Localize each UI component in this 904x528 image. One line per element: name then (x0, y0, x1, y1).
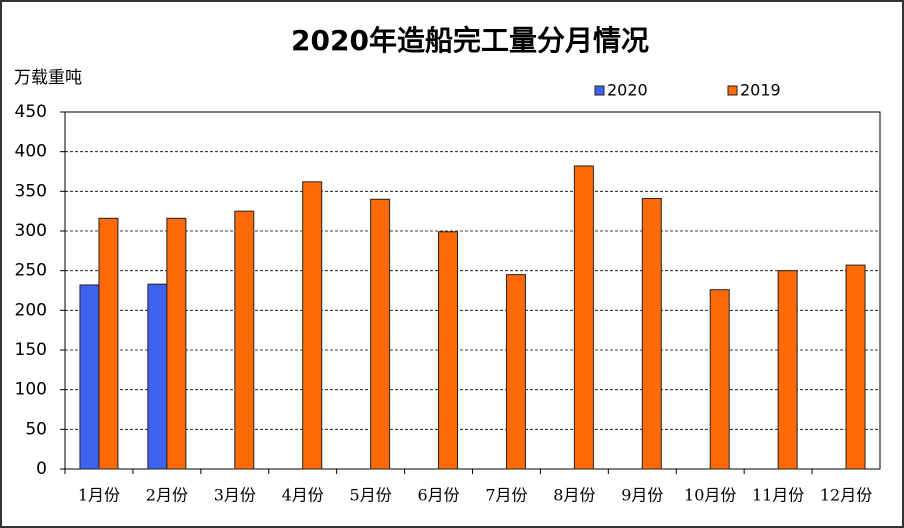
x-tick-label: 7月份 (485, 486, 527, 505)
bar (709, 289, 730, 470)
x-tick-label: 3月份 (214, 486, 256, 505)
bar (777, 270, 798, 470)
x-tick-label: 4月份 (282, 486, 324, 505)
bar (79, 284, 100, 470)
bar (98, 217, 119, 470)
x-tick-label: 5月份 (350, 486, 392, 505)
x-tick-label: 11月份 (752, 486, 804, 505)
bar (147, 283, 168, 470)
y-axis-label: 万载重吨 (14, 68, 82, 88)
x-tick-label: 6月份 (417, 486, 459, 505)
legend-label: 2020 (607, 81, 648, 100)
y-tick-label: 450 (15, 102, 47, 122)
bar (438, 231, 459, 470)
bar (234, 210, 255, 470)
bar (166, 217, 187, 470)
bar (641, 197, 662, 470)
x-tick-label: 1月份 (78, 486, 120, 505)
x-tick-label: 12月份 (820, 486, 872, 505)
bar (370, 198, 391, 470)
x-tick-label: 2月份 (146, 486, 188, 505)
legend-swatch (594, 85, 605, 96)
bar (302, 181, 323, 470)
chart-title: 2020年造船完工量分月情况 (291, 24, 649, 57)
y-tick-label: 50 (25, 419, 47, 439)
y-tick-label: 400 (15, 142, 47, 162)
y-tick-label: 200 (15, 300, 47, 320)
x-tick-label: 8月份 (553, 486, 595, 505)
bar (573, 165, 594, 470)
legend-swatch (727, 85, 738, 96)
x-tick-label: 9月份 (621, 486, 663, 505)
legend-label: 2019 (740, 81, 781, 100)
x-tick-label: 10月份 (684, 486, 736, 505)
y-tick-label: 150 (15, 340, 47, 360)
bar (845, 264, 866, 470)
bar (505, 274, 526, 470)
y-tick-label: 100 (15, 380, 47, 400)
y-tick-label: 350 (15, 181, 47, 201)
y-tick-label: 0 (36, 459, 47, 479)
y-tick-label: 300 (15, 221, 47, 241)
y-tick-label: 250 (15, 261, 47, 281)
